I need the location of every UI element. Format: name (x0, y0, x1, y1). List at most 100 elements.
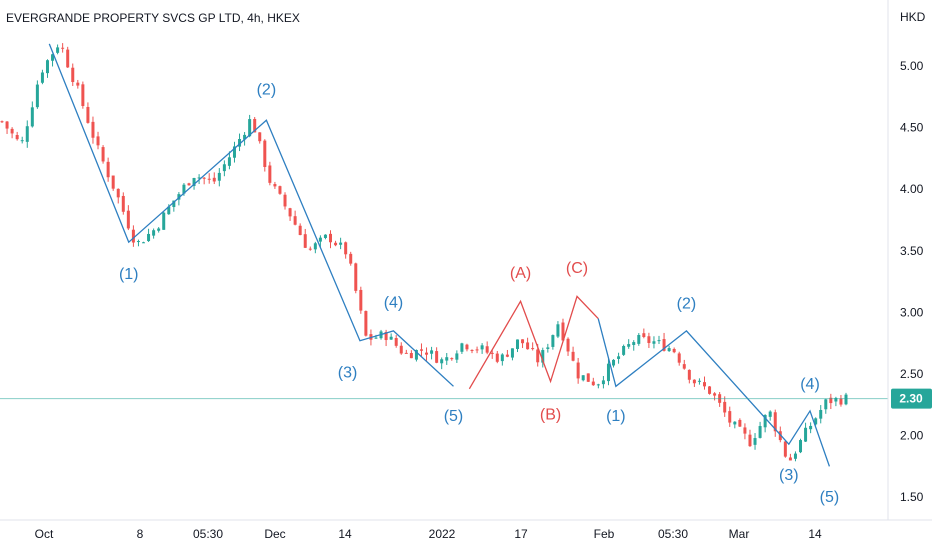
time-tick-label: Mar (729, 527, 750, 541)
candle-body (258, 132, 262, 142)
candle-body (313, 243, 317, 250)
candle-body (697, 380, 701, 382)
candle-body (652, 341, 656, 344)
time-tick-label: 14 (808, 527, 822, 541)
candle-body (51, 54, 55, 61)
candle-body (556, 324, 560, 337)
candle-body (116, 188, 120, 198)
currency-label: HKD (900, 10, 926, 24)
time-tick-label: Oct (35, 527, 54, 541)
candle-body (647, 336, 651, 344)
candle-body (136, 241, 140, 243)
candle-body (389, 336, 393, 340)
candle-body (298, 225, 302, 236)
price-tick-label: 2.00 (900, 429, 924, 443)
candle-body (212, 177, 216, 182)
candle-body (692, 379, 696, 384)
candle-body (354, 263, 358, 291)
price-tick-label: 1.50 (900, 490, 924, 504)
candle-body (829, 397, 833, 404)
candle-body (809, 425, 813, 430)
candle-body (637, 335, 641, 344)
price-tick-label: 2.50 (900, 367, 924, 381)
wave-lines-layer (48, 43, 831, 467)
wave-label: (5) (820, 489, 840, 506)
candle-body (708, 386, 712, 394)
wave-label: (2) (677, 296, 697, 313)
candle-body (232, 146, 236, 158)
candle-body (0, 121, 4, 123)
candle-body (56, 47, 60, 53)
candle-body (142, 242, 146, 244)
time-axis[interactable]: Oct 8 05:30 Dec 14 2022 17 Feb 05:30 Mar 14 (35, 527, 822, 541)
last-price-tag: 2.30 (891, 388, 932, 409)
candle-body (657, 340, 661, 342)
candle-body (500, 354, 504, 362)
candle-body (662, 339, 666, 351)
candle-body (475, 349, 479, 351)
candle-body (278, 186, 282, 194)
candle-body (394, 338, 398, 346)
candle-body (799, 440, 803, 453)
candle-body (844, 394, 848, 405)
candle-body (606, 363, 610, 382)
candle-body (758, 426, 762, 438)
candle-body (106, 161, 110, 178)
candle-body (526, 342, 530, 350)
wave-label: (2) (257, 81, 277, 98)
candle-body (743, 427, 747, 434)
candle-body (121, 195, 125, 212)
elliott-wave-line (48, 43, 454, 387)
candle-body (773, 412, 777, 432)
candle-body (404, 352, 408, 354)
candle-body (96, 136, 100, 146)
candle-body (374, 337, 378, 339)
candle-body (839, 398, 843, 405)
candle-body (187, 183, 191, 186)
candles-layer (0, 43, 848, 462)
time-tick-label: 2022 (429, 527, 456, 541)
candle-body (414, 349, 418, 360)
candle-body (687, 369, 691, 380)
wave-label: (C) (566, 260, 588, 277)
candle-body (227, 157, 231, 166)
candle-body (399, 345, 403, 354)
candle-body (566, 338, 570, 352)
candle-body (682, 364, 686, 369)
wave-label: (3) (338, 365, 358, 382)
candle-body (581, 375, 585, 381)
candle-body (515, 339, 519, 349)
candle-body (334, 242, 338, 246)
candle-body (425, 352, 429, 355)
candle-body (15, 134, 19, 140)
candle-body (667, 348, 671, 352)
candle-body (66, 49, 70, 68)
candle-body (45, 60, 49, 74)
candle-body (596, 384, 600, 386)
candle-body (131, 229, 135, 243)
candle-body (419, 349, 423, 351)
wave-labels-layer: (1) (2) (3) (4) (5) (A) (B) (C) (1) (2) (3) (4) (5) (119, 81, 839, 506)
elliott-wave-line (468, 295, 599, 390)
wave-label: (5) (444, 408, 464, 425)
time-tick-label: Feb (594, 527, 615, 541)
wave-label: (A) (510, 265, 531, 282)
candle-body (35, 84, 39, 108)
price-tick-label: 5.00 (900, 59, 924, 73)
candle-body (162, 212, 166, 230)
chart-title: EVERGRANDE PROPERTY SVCS GP LTD, 4h, HKE… (6, 11, 300, 25)
candle-body (450, 358, 454, 360)
candle-body (409, 352, 413, 359)
candle-body (531, 348, 535, 350)
candle-body (197, 177, 201, 179)
candle-body (20, 140, 24, 142)
candle-body (273, 184, 277, 187)
candle-body (788, 457, 792, 461)
candle-body (5, 121, 9, 129)
price-axis[interactable]: 5.00 4.50 4.00 3.50 3.00 2.50 2.00 1.50 (900, 59, 924, 504)
candle-body (126, 210, 130, 229)
candle-body (157, 228, 161, 231)
price-tick-label: 4.50 (900, 121, 924, 135)
candle-body (627, 344, 631, 347)
